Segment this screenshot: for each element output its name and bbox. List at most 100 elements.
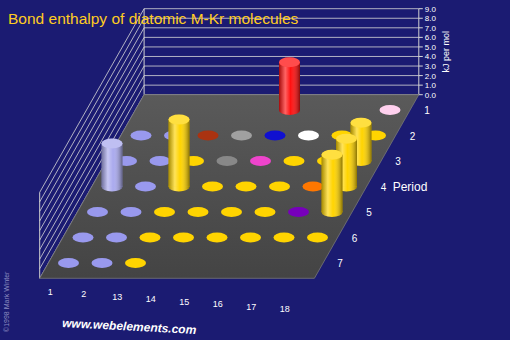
bar-top bbox=[102, 139, 123, 149]
floor bbox=[40, 95, 419, 279]
bar-top bbox=[322, 150, 343, 160]
group-label: 14 bbox=[146, 294, 156, 304]
bar bbox=[102, 139, 123, 192]
element-dot bbox=[298, 131, 319, 141]
element-dot bbox=[173, 233, 194, 243]
element-dot bbox=[140, 233, 161, 243]
element-dot bbox=[307, 233, 328, 243]
tick-label: 6.0 bbox=[425, 33, 437, 42]
grid-line bbox=[144, 27, 419, 28]
tick bbox=[419, 27, 423, 28]
bar-top-shine bbox=[279, 57, 300, 67]
element-dot bbox=[125, 258, 146, 268]
credit: ©1998 Mark Winter bbox=[3, 271, 10, 332]
group-label: 1 bbox=[48, 287, 53, 297]
element-dot bbox=[73, 233, 94, 243]
group-label: 18 bbox=[280, 304, 290, 314]
walls: 0.01.02.03.04.05.06.07.08.09.0kJ per mol bbox=[40, 5, 451, 279]
wall-edge bbox=[418, 9, 419, 95]
element-dot bbox=[240, 233, 261, 243]
axis-label: Period bbox=[393, 180, 428, 194]
element-dot bbox=[87, 207, 108, 217]
bar-body bbox=[102, 144, 123, 187]
tick bbox=[419, 85, 423, 86]
grid-line bbox=[40, 9, 144, 193]
tick-label: 0.0 bbox=[425, 91, 437, 100]
element-dot bbox=[106, 233, 127, 243]
title: Bond enthalpy of diatomic M-Kr molecules bbox=[8, 10, 299, 27]
cells bbox=[58, 57, 401, 268]
element-dot bbox=[202, 182, 223, 192]
bar-top bbox=[336, 134, 357, 144]
tick bbox=[419, 75, 423, 76]
bar bbox=[169, 115, 190, 192]
element-dot bbox=[231, 131, 252, 141]
bar-body-shade bbox=[169, 120, 190, 187]
element-dot bbox=[303, 182, 324, 192]
tick bbox=[419, 46, 423, 47]
bar-top bbox=[279, 57, 300, 67]
bar bbox=[322, 150, 343, 217]
tick-label: 5.0 bbox=[425, 43, 437, 52]
element-dot bbox=[250, 156, 271, 166]
bar-top-shine bbox=[336, 134, 357, 144]
tick bbox=[419, 37, 423, 38]
axis-label: kJ per mol bbox=[441, 31, 451, 73]
element-dot bbox=[255, 207, 276, 217]
period-label: 3 bbox=[395, 156, 401, 167]
element-dot bbox=[121, 207, 142, 217]
bar-body-shade bbox=[279, 62, 300, 110]
period-label: 4 bbox=[381, 182, 387, 193]
bar-body bbox=[322, 155, 343, 212]
element-dot bbox=[217, 156, 238, 166]
element-dot bbox=[150, 156, 171, 166]
tick bbox=[419, 18, 423, 19]
element-dot bbox=[236, 182, 257, 192]
bar-body-shade bbox=[102, 144, 123, 187]
bar bbox=[279, 57, 300, 115]
period-label: 1 bbox=[424, 105, 430, 116]
bar-top-shine bbox=[102, 139, 123, 149]
tick bbox=[419, 8, 423, 9]
background bbox=[0, 0, 510, 340]
bar-body bbox=[279, 62, 300, 110]
group-label: 13 bbox=[112, 292, 122, 302]
element-dot bbox=[269, 182, 290, 192]
bar-body bbox=[169, 120, 190, 187]
grid-line bbox=[144, 46, 419, 47]
element-dot bbox=[380, 105, 401, 115]
element-dot bbox=[284, 156, 305, 166]
period-label: 7 bbox=[337, 258, 343, 269]
element-dot bbox=[274, 233, 295, 243]
element-dot bbox=[92, 258, 113, 268]
bar-top-shine bbox=[169, 115, 190, 125]
group-label: 2 bbox=[81, 289, 86, 299]
period-label: 6 bbox=[352, 233, 358, 244]
element-dot bbox=[58, 258, 79, 268]
tick-label: 4.0 bbox=[425, 52, 437, 61]
group-label: 17 bbox=[246, 302, 256, 312]
grid-line bbox=[144, 56, 419, 57]
element-dot bbox=[221, 207, 242, 217]
bar-body-shade bbox=[322, 155, 343, 212]
tick bbox=[419, 56, 423, 57]
element-dot bbox=[135, 182, 156, 192]
group-label: 16 bbox=[213, 299, 223, 309]
bar-top bbox=[169, 115, 190, 125]
element-dot bbox=[265, 131, 286, 141]
tick-label: 9.0 bbox=[425, 5, 437, 14]
period-label: 5 bbox=[366, 207, 372, 218]
element-dot bbox=[288, 207, 309, 217]
tick-label: 2.0 bbox=[425, 72, 437, 81]
element-dot bbox=[154, 207, 175, 217]
grid-line bbox=[144, 37, 419, 38]
tick-label: 3.0 bbox=[425, 62, 437, 71]
tick bbox=[419, 66, 423, 67]
element-dot bbox=[198, 131, 219, 141]
tick-label: 7.0 bbox=[425, 24, 437, 33]
source: www.webelements.com bbox=[62, 316, 197, 337]
bar-top bbox=[351, 118, 372, 128]
wall-edge bbox=[39, 192, 40, 278]
element-dot bbox=[207, 233, 228, 243]
period-label: 2 bbox=[410, 131, 416, 142]
